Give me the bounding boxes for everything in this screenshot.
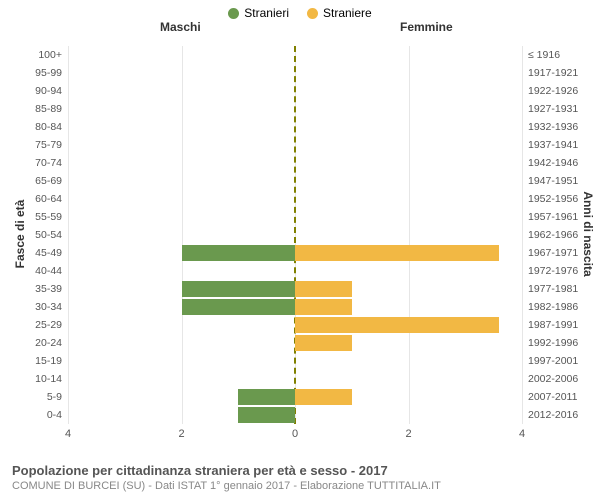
y-tick-birth: 1957-1961 <box>528 211 578 223</box>
bar-male <box>182 245 296 261</box>
y-tick-age: 35-39 <box>35 283 62 295</box>
table-row <box>68 172 522 190</box>
y-tick-age: 60-64 <box>35 193 62 205</box>
x-tick: 2 <box>178 428 184 440</box>
y-tick-age: 50-54 <box>35 229 62 241</box>
x-tick: 4 <box>65 428 71 440</box>
legend-label: Stranieri <box>244 6 289 20</box>
table-row <box>68 226 522 244</box>
y-tick-birth: 1942-1946 <box>528 157 578 169</box>
y-tick-age: 40-44 <box>35 265 62 277</box>
bar-female <box>295 299 352 315</box>
chart-footer: Popolazione per cittadinanza straniera p… <box>12 463 441 492</box>
legend-label: Straniere <box>323 6 372 20</box>
table-row <box>68 208 522 226</box>
x-tick: 0 <box>292 428 298 440</box>
y-axis-label-right: Anni di nascita <box>581 189 595 279</box>
bar-female <box>295 335 352 351</box>
y-tick-birth: 1937-1941 <box>528 139 578 151</box>
y-tick-birth: 2007-2011 <box>528 391 577 403</box>
table-row <box>68 334 522 352</box>
bar-male <box>238 407 295 423</box>
y-tick-birth: 1982-1986 <box>528 301 578 313</box>
bar-male <box>238 389 295 405</box>
table-row <box>68 46 522 64</box>
y-tick-birth: 1992-1996 <box>528 337 578 349</box>
legend-item-1: Straniere <box>307 6 372 20</box>
y-tick-age: 25-29 <box>35 319 62 331</box>
y-tick-birth: 1947-1951 <box>528 175 578 187</box>
y-tick-birth: 2012-2016 <box>528 409 578 421</box>
table-row <box>68 244 522 262</box>
y-tick-age: 70-74 <box>35 157 62 169</box>
y-tick-birth: 1962-1966 <box>528 229 578 241</box>
bar-female <box>295 389 352 405</box>
section-title-male: Maschi <box>160 20 201 34</box>
legend-swatch-icon <box>228 8 239 19</box>
y-tick-age: 45-49 <box>35 247 62 259</box>
section-titles: Maschi Femmine <box>0 20 600 38</box>
chart-subtitle: COMUNE DI BURCEI (SU) - Dati ISTAT 1° ge… <box>12 480 441 492</box>
y-tick-age: 15-19 <box>35 355 62 367</box>
table-row <box>68 136 522 154</box>
legend: Stranieri Straniere <box>0 0 600 20</box>
plot-area <box>68 46 522 424</box>
chart-title: Popolazione per cittadinanza straniera p… <box>12 463 441 478</box>
legend-item-0: Stranieri <box>228 6 289 20</box>
table-row <box>68 100 522 118</box>
y-tick-age: 55-59 <box>35 211 62 223</box>
y-tick-age: 80-84 <box>35 121 62 133</box>
table-row <box>68 370 522 388</box>
y-tick-birth: 1997-2001 <box>528 355 578 367</box>
legend-swatch-icon <box>307 8 318 19</box>
y-tick-age: 10-14 <box>35 373 62 385</box>
table-row <box>68 316 522 334</box>
y-axis-label-left: Fasce di età <box>13 194 27 274</box>
x-tick: 4 <box>519 428 525 440</box>
y-tick-birth: 1922-1926 <box>528 85 578 97</box>
y-tick-birth: 1987-1991 <box>528 319 578 331</box>
table-row <box>68 154 522 172</box>
y-tick-age: 75-79 <box>35 139 62 151</box>
y-tick-birth: 2002-2006 <box>528 373 578 385</box>
y-tick-age: 20-24 <box>35 337 62 349</box>
table-row <box>68 118 522 136</box>
y-tick-age: 0-4 <box>47 409 62 421</box>
table-row <box>68 298 522 316</box>
bar-female <box>295 281 352 297</box>
y-tick-age: 65-69 <box>35 175 62 187</box>
y-tick-age: 85-89 <box>35 103 62 115</box>
table-row <box>68 352 522 370</box>
y-tick-age: 5-9 <box>47 391 62 403</box>
y-tick-age: 90-94 <box>35 85 62 97</box>
y-tick-birth: 1927-1931 <box>528 103 578 115</box>
y-tick-age: 30-34 <box>35 301 62 313</box>
table-row <box>68 82 522 100</box>
gridline <box>522 46 523 424</box>
y-tick-birth: 1972-1976 <box>528 265 578 277</box>
table-row <box>68 64 522 82</box>
y-tick-birth: 1977-1981 <box>528 283 578 295</box>
bar-male <box>182 281 296 297</box>
y-tick-birth: 1932-1936 <box>528 121 578 133</box>
table-row <box>68 262 522 280</box>
bar-male <box>182 299 296 315</box>
y-tick-birth: 1967-1971 <box>528 247 578 259</box>
y-tick-birth: ≤ 1916 <box>528 49 560 61</box>
y-tick-age: 95-99 <box>35 67 62 79</box>
y-tick-age: 100+ <box>38 49 62 61</box>
table-row <box>68 280 522 298</box>
table-row <box>68 190 522 208</box>
x-tick: 2 <box>405 428 411 440</box>
y-tick-birth: 1952-1956 <box>528 193 578 205</box>
bar-female <box>295 245 499 261</box>
y-tick-birth: 1917-1921 <box>528 67 578 79</box>
section-title-female: Femmine <box>400 20 453 34</box>
table-row <box>68 406 522 424</box>
bar-female <box>295 317 499 333</box>
table-row <box>68 388 522 406</box>
